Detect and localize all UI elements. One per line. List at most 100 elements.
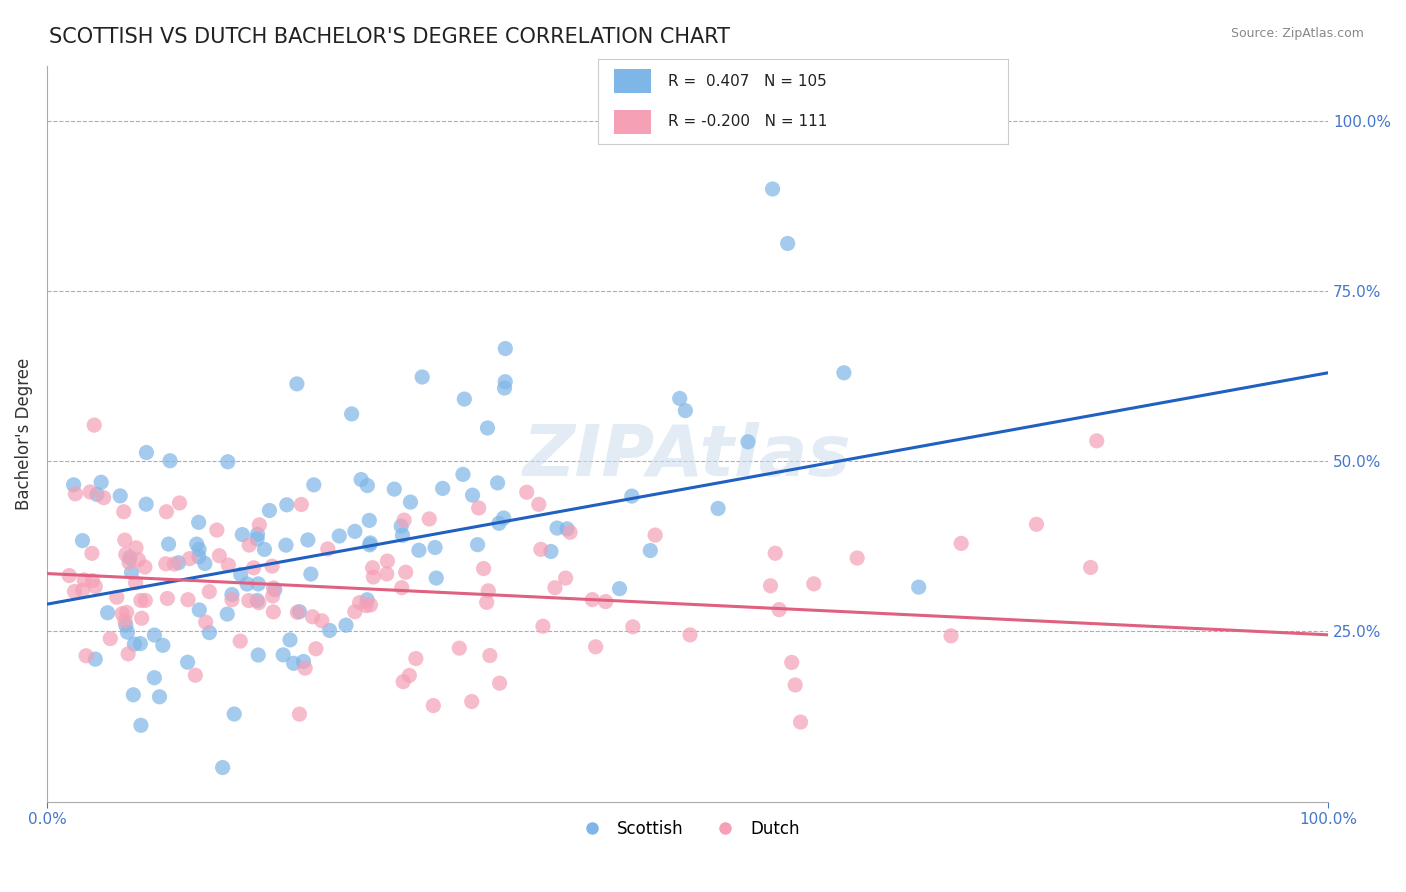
Point bbox=[531, 619, 554, 633]
Point bbox=[356, 592, 378, 607]
Point bbox=[246, 593, 269, 607]
Point bbox=[785, 678, 807, 692]
Point bbox=[763, 546, 786, 560]
Point bbox=[361, 560, 384, 574]
Point bbox=[375, 566, 398, 581]
Point bbox=[118, 555, 141, 569]
Point bbox=[262, 559, 284, 574]
Point bbox=[188, 542, 211, 557]
Point bbox=[422, 698, 444, 713]
Point bbox=[546, 521, 568, 535]
Point bbox=[121, 566, 143, 580]
Point bbox=[461, 488, 484, 502]
Point bbox=[297, 533, 319, 547]
Point bbox=[143, 671, 166, 685]
Point bbox=[143, 628, 166, 642]
Point bbox=[198, 625, 221, 640]
Point bbox=[114, 614, 136, 628]
Point bbox=[72, 583, 94, 598]
Point bbox=[208, 549, 231, 563]
Point bbox=[148, 690, 170, 704]
Point bbox=[318, 624, 340, 638]
Point bbox=[217, 607, 239, 621]
Point bbox=[238, 538, 260, 552]
Point bbox=[621, 620, 644, 634]
Point bbox=[399, 495, 422, 509]
Point bbox=[82, 574, 104, 588]
Point bbox=[1080, 560, 1102, 574]
Point bbox=[418, 512, 440, 526]
Point bbox=[217, 558, 239, 572]
Point bbox=[184, 668, 207, 682]
Point bbox=[467, 538, 489, 552]
Point bbox=[247, 577, 270, 591]
Point bbox=[262, 605, 284, 619]
Point bbox=[398, 668, 420, 682]
Point bbox=[134, 593, 156, 607]
Point bbox=[382, 482, 405, 496]
Point bbox=[155, 557, 177, 571]
Point bbox=[486, 475, 509, 490]
Point bbox=[475, 595, 498, 609]
Point bbox=[1085, 434, 1108, 448]
Point bbox=[316, 541, 339, 556]
Point bbox=[114, 533, 136, 547]
Point bbox=[283, 657, 305, 671]
Point bbox=[451, 467, 474, 482]
Point bbox=[939, 629, 962, 643]
Point bbox=[194, 615, 217, 629]
Point bbox=[488, 676, 510, 690]
Point bbox=[97, 606, 120, 620]
Point bbox=[288, 605, 311, 619]
Point bbox=[117, 647, 139, 661]
Point bbox=[391, 528, 413, 542]
Point bbox=[343, 605, 366, 619]
Point bbox=[58, 568, 80, 582]
Point bbox=[478, 648, 501, 663]
Point bbox=[98, 632, 121, 646]
Point bbox=[84, 652, 107, 666]
Point bbox=[131, 611, 153, 625]
Point bbox=[311, 614, 333, 628]
Point bbox=[117, 625, 139, 640]
Point bbox=[179, 551, 201, 566]
Point bbox=[176, 655, 198, 669]
Point bbox=[229, 567, 252, 582]
Point bbox=[259, 503, 281, 517]
Point bbox=[595, 594, 617, 608]
Point bbox=[554, 571, 576, 585]
Point bbox=[461, 694, 484, 708]
Point bbox=[263, 582, 285, 597]
Point bbox=[581, 592, 603, 607]
Point bbox=[640, 543, 662, 558]
Point bbox=[247, 596, 270, 610]
Point bbox=[129, 593, 152, 607]
Point bbox=[780, 656, 803, 670]
Point bbox=[558, 525, 581, 540]
Point bbox=[494, 375, 516, 389]
Point bbox=[224, 706, 246, 721]
Point bbox=[221, 588, 243, 602]
Point bbox=[125, 541, 148, 555]
Point bbox=[294, 661, 316, 675]
Point bbox=[392, 513, 415, 527]
Point bbox=[776, 236, 799, 251]
Point bbox=[477, 583, 499, 598]
Point bbox=[124, 637, 146, 651]
Point bbox=[846, 551, 869, 566]
Point bbox=[211, 760, 233, 774]
Point bbox=[177, 592, 200, 607]
Point bbox=[328, 529, 350, 543]
Point bbox=[115, 606, 138, 620]
Point bbox=[271, 648, 294, 662]
Point bbox=[292, 655, 315, 669]
Point bbox=[135, 497, 157, 511]
Point bbox=[453, 392, 475, 406]
Point bbox=[247, 517, 270, 532]
Point bbox=[432, 482, 454, 496]
Point bbox=[231, 527, 253, 541]
Point bbox=[609, 582, 631, 596]
Point bbox=[122, 688, 145, 702]
Point bbox=[620, 489, 643, 503]
Point bbox=[449, 641, 471, 656]
